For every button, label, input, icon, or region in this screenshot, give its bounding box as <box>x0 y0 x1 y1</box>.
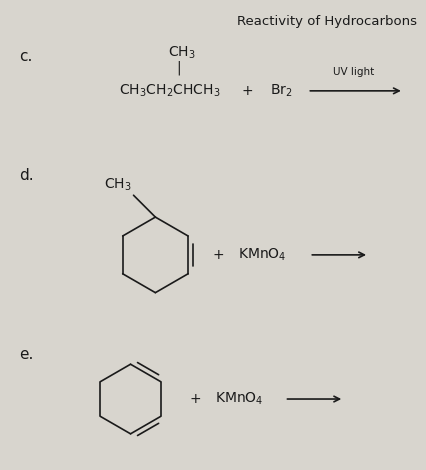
Text: d.: d. <box>19 168 34 183</box>
Text: KMnO$_4$: KMnO$_4$ <box>215 391 263 407</box>
Text: +: + <box>242 84 253 98</box>
Text: CH$_3$CH$_2$CHCH$_3$: CH$_3$CH$_2$CHCH$_3$ <box>118 83 220 99</box>
Text: |: | <box>176 61 181 75</box>
Text: Br$_2$: Br$_2$ <box>270 83 292 99</box>
Text: KMnO$_4$: KMnO$_4$ <box>238 247 286 263</box>
Text: e.: e. <box>19 347 34 362</box>
Text: CH$_3$: CH$_3$ <box>168 45 196 61</box>
Text: +: + <box>189 392 201 406</box>
Text: Reactivity of Hydrocarbons: Reactivity of Hydrocarbons <box>237 16 417 28</box>
Text: +: + <box>212 248 224 262</box>
Text: c.: c. <box>19 48 33 63</box>
Text: CH$_3$: CH$_3$ <box>104 177 132 193</box>
Text: UV light: UV light <box>334 67 375 77</box>
